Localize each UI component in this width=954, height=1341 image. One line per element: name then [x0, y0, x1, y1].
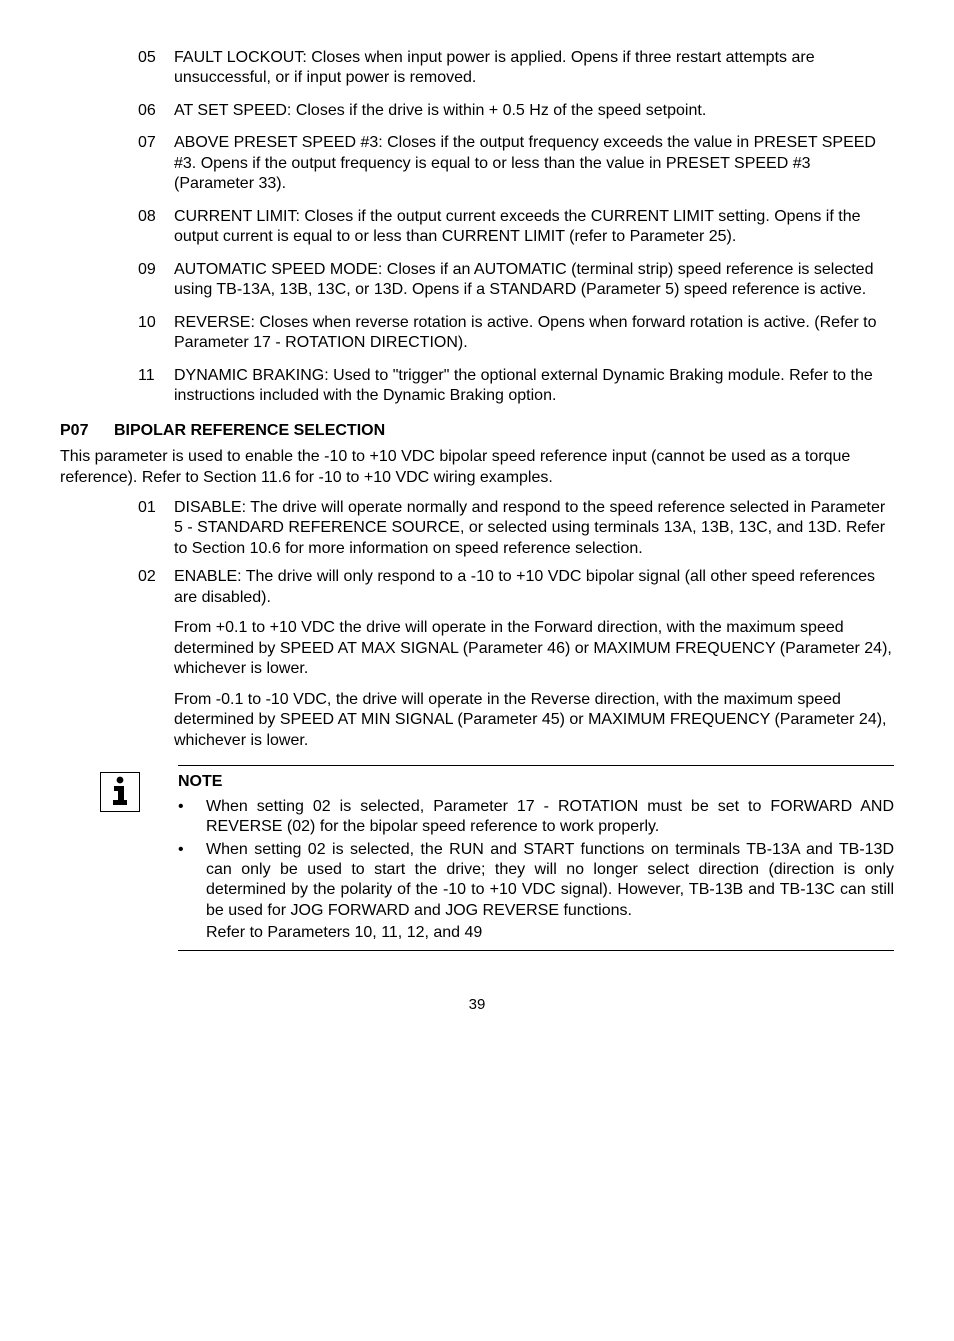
item-text: CURRENT LIMIT: Closes if the output curr…	[174, 207, 894, 248]
top-numbered-list: 05FAULT LOCKOUT: Closes when input power…	[138, 48, 894, 407]
note-bullet: •When setting 02 is selected, Parameter …	[178, 797, 894, 838]
item-number: 01	[138, 498, 174, 559]
item-text: DYNAMIC BRAKING: Used to "trigger" the o…	[174, 366, 894, 407]
note-top-rule	[178, 765, 894, 766]
item-number: 09	[138, 260, 174, 301]
note-body: NOTE •When setting 02 is selected, Param…	[178, 772, 894, 944]
numbered-item: 11DYNAMIC BRAKING: Used to "trigger" the…	[138, 366, 894, 407]
item-number: 10	[138, 313, 174, 354]
item-text: FAULT LOCKOUT: Closes when input power i…	[174, 48, 894, 89]
section-header: P07 BIPOLAR REFERENCE SELECTION	[60, 421, 894, 441]
item-number: 02	[138, 567, 174, 608]
bullet-text: When setting 02 is selected, Parameter 1…	[206, 797, 894, 838]
bullet-marker: •	[178, 840, 206, 922]
numbered-item: 02ENABLE: The drive will only respond to…	[138, 567, 894, 608]
sub-paragraph: From +0.1 to +10 VDC the drive will oper…	[174, 618, 894, 679]
item-text: DISABLE: The drive will operate normally…	[174, 498, 894, 559]
item-number: 11	[138, 366, 174, 407]
item-number: 07	[138, 133, 174, 194]
note-section: NOTE •When setting 02 is selected, Param…	[100, 765, 894, 951]
bullet-marker: •	[178, 797, 206, 838]
item-text: AUTOMATIC SPEED MODE: Closes if an AUTOM…	[174, 260, 894, 301]
item-text: AT SET SPEED: Closes if the drive is wit…	[174, 101, 894, 121]
sub-paragraph: From -0.1 to -10 VDC, the drive will ope…	[174, 690, 894, 751]
sub-paragraphs: From +0.1 to +10 VDC the drive will oper…	[174, 618, 894, 751]
section-code: P07	[60, 421, 114, 441]
item-number: 08	[138, 207, 174, 248]
info-icon-column	[100, 772, 178, 812]
bullet-text: When setting 02 is selected, the RUN and…	[206, 840, 894, 922]
sub-numbered-list: 01DISABLE: The drive will operate normal…	[138, 498, 894, 608]
page-number: 39	[60, 995, 894, 1014]
numbered-item: 05FAULT LOCKOUT: Closes when input power…	[138, 48, 894, 89]
note-title: NOTE	[178, 772, 894, 792]
numbered-item: 01DISABLE: The drive will operate normal…	[138, 498, 894, 559]
item-number: 05	[138, 48, 174, 89]
item-text: REVERSE: Closes when reverse rotation is…	[174, 313, 894, 354]
section-intro: This parameter is used to enable the -10…	[60, 447, 894, 488]
item-text: ENABLE: The drive will only respond to a…	[174, 567, 894, 608]
note-bottom-rule	[178, 950, 894, 951]
info-icon	[100, 772, 140, 812]
numbered-item: 06AT SET SPEED: Closes if the drive is w…	[138, 101, 894, 121]
item-number: 06	[138, 101, 174, 121]
note-refer: Refer to Parameters 10, 11, 12, and 49	[206, 923, 894, 943]
numbered-item: 08CURRENT LIMIT: Closes if the output cu…	[138, 207, 894, 248]
section-title: BIPOLAR REFERENCE SELECTION	[114, 421, 385, 441]
note-bullet: •When setting 02 is selected, the RUN an…	[178, 840, 894, 922]
numbered-item: 10REVERSE: Closes when reverse rotation …	[138, 313, 894, 354]
item-text: ABOVE PRESET SPEED #3: Closes if the out…	[174, 133, 894, 194]
numbered-item: 09AUTOMATIC SPEED MODE: Closes if an AUT…	[138, 260, 894, 301]
numbered-item: 07ABOVE PRESET SPEED #3: Closes if the o…	[138, 133, 894, 194]
